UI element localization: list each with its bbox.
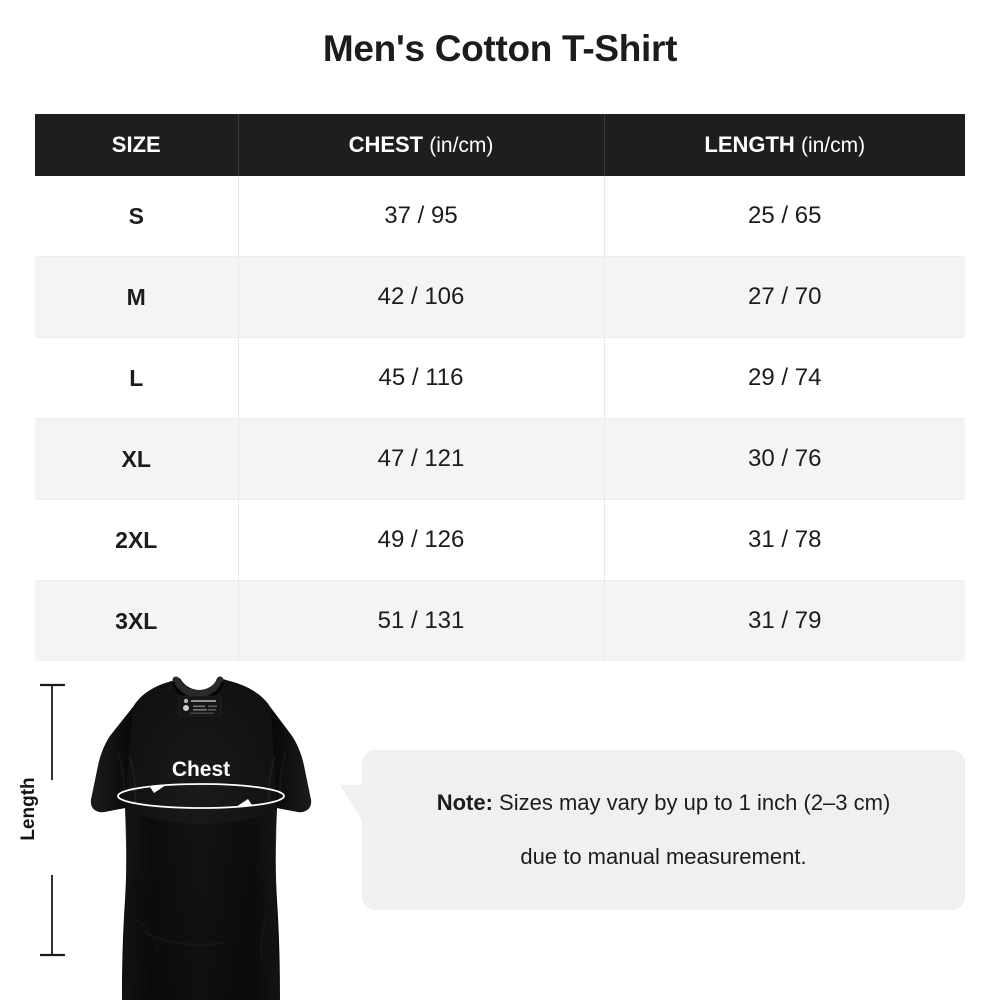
right-sleeve [271,708,312,813]
table-row: 2XL 49 / 126 31 / 78 [35,499,965,581]
table-row: XL 47 / 121 30 / 76 [35,418,965,500]
cell-size: 3XL [35,580,239,661]
tshirt-illustration: Chest [90,676,312,1000]
chest-arrow-left [150,785,166,793]
table-row: L 45 / 116 29 / 74 [35,337,965,419]
length-dimension-line [40,683,65,957]
note-line-1: Note: Sizes may vary by up to 1 inch (2–… [437,787,891,819]
column-header-length: LENGTH (in/cm) [604,114,965,176]
sleeve-fold [128,755,137,806]
cell-chest: 47 / 121 [238,418,605,500]
column-header-size: SIZE [35,114,239,176]
column-header-length-unit: (in/cm) [800,134,866,157]
cell-chest: 42 / 106 [238,256,605,338]
chest-measure-ellipse [117,783,285,809]
cell-length: 31 / 78 [604,499,965,581]
table-row: S 37 / 95 25 / 65 [35,176,965,257]
table-row: 3XL 51 / 131 31 / 79 [35,580,965,661]
collar [172,676,224,697]
note-line-2: due to manual measurement. [520,844,807,869]
cell-length: 29 / 74 [604,337,965,419]
sleeve-fold [267,755,276,806]
size-chart-table: SIZE CHEST (in/cm) LENGTH (in/cm) S 37 /… [35,114,965,661]
column-header-length-label: LENGTH [704,132,795,157]
page-title: Men's Cotton T-Shirt [322,28,678,69]
cell-size: XL [35,418,239,500]
column-header-chest: CHEST (in/cm) [238,114,605,176]
table-header: SIZE CHEST (in/cm) LENGTH (in/cm) [35,114,965,176]
cell-chest: 49 / 126 [238,499,605,581]
chest-arrow-right [236,799,252,807]
note-callout-tail [340,785,364,823]
neck-label [178,695,222,717]
hem-fold [260,911,269,961]
sleeve-fold [117,751,126,803]
length-label: Length [18,777,39,841]
cell-length: 27 / 70 [604,256,965,338]
column-header-chest-unit: (in/cm) [429,134,494,157]
table-body: S 37 / 95 25 / 65 M 42 / 106 27 / 70 L 4… [35,176,965,661]
hem-fold [141,928,223,946]
cell-chest: 45 / 116 [238,337,605,419]
cell-size: L [35,337,239,419]
chest-label: Chest [172,758,230,781]
cell-size: 2XL [35,499,239,581]
sleeve-fold [278,751,287,803]
shirt-torso [122,808,280,1000]
cell-length: 25 / 65 [604,176,965,257]
column-header-chest-label: CHEST [348,132,424,157]
note-prefix: Note: [436,790,493,816]
measurement-diagram: Chest Length [0,660,1000,1000]
cell-size: S [35,176,239,257]
left-sleeve [90,707,133,813]
note-text-1: Sizes may vary by up to 1 inch (2–3 cm) [492,790,891,816]
column-header-size-label: SIZE [111,132,161,157]
cell-chest: 51 / 131 [238,580,605,661]
cell-length: 31 / 79 [604,580,965,661]
table-header-row: SIZE CHEST (in/cm) LENGTH (in/cm) [35,114,965,176]
cell-chest: 37 / 95 [238,176,605,257]
hem-fold [133,917,159,953]
note-callout: Note: Sizes may vary by up to 1 inch (2–… [340,750,965,910]
shirt-body-group: Chest [90,676,312,1000]
cell-size: M [35,256,239,338]
cell-length: 30 / 76 [604,418,965,500]
table-row: M 42 / 106 27 / 70 [35,256,965,338]
